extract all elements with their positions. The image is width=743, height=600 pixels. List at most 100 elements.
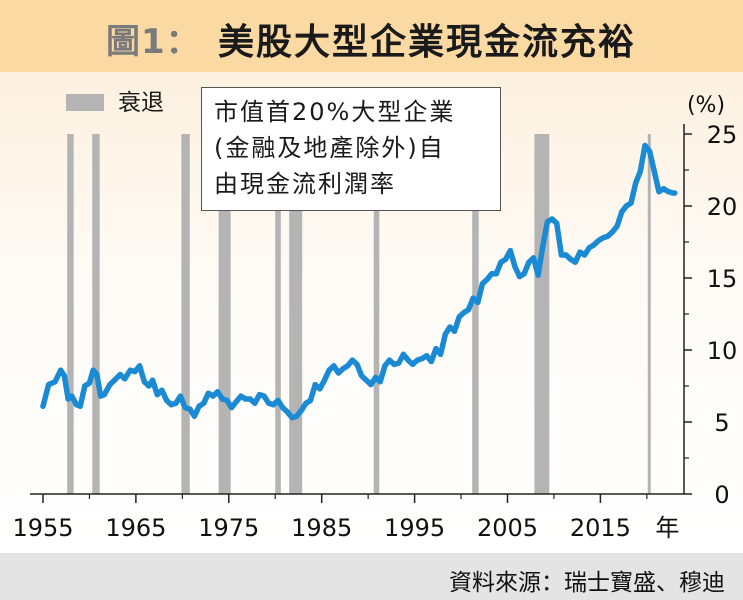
x-tick-label: 1985	[291, 514, 352, 542]
data-point	[498, 259, 504, 265]
data-point	[405, 357, 411, 363]
data-point	[637, 168, 643, 175]
data-point	[154, 392, 160, 398]
data-point	[400, 351, 407, 357]
data-point	[252, 400, 258, 406]
data-point	[377, 379, 383, 385]
data-point	[438, 351, 444, 357]
data-point	[312, 381, 318, 388]
data-point	[86, 380, 93, 386]
recession-band	[92, 134, 100, 494]
data-point	[256, 392, 263, 398]
data-point	[554, 220, 560, 226]
data-point	[544, 219, 551, 225]
data-point	[507, 248, 513, 254]
data-point	[284, 409, 290, 415]
data-point	[280, 405, 286, 411]
data-point	[117, 371, 123, 378]
x-tick-label: 1975	[198, 514, 259, 542]
data-point	[368, 381, 374, 388]
data-point	[289, 415, 295, 421]
data-point	[372, 374, 379, 380]
data-point	[163, 397, 170, 403]
data-point	[503, 256, 509, 262]
data-point	[428, 358, 434, 365]
legend-recession-swatch	[66, 94, 104, 111]
data-point	[647, 148, 653, 154]
data-point	[82, 383, 88, 389]
y-tick-label: 10	[707, 337, 738, 365]
data-point	[52, 379, 58, 385]
data-point	[419, 356, 425, 362]
data-point	[461, 309, 467, 316]
data-point	[224, 397, 230, 403]
data-point	[479, 281, 486, 287]
data-point	[489, 271, 495, 277]
data-point	[111, 377, 118, 383]
data-point	[294, 413, 300, 419]
data-point	[516, 273, 523, 280]
annotation-line-2: (金融及地產除外)自	[214, 134, 445, 162]
annotation-line-3: 由現金流利潤率	[214, 170, 396, 198]
recession-band	[647, 134, 651, 494]
data-point	[549, 216, 555, 222]
data-point	[600, 235, 606, 241]
data-point	[656, 189, 662, 195]
data-point	[177, 393, 184, 399]
data-point	[391, 361, 397, 367]
data-point	[633, 180, 639, 186]
data-point	[127, 367, 133, 373]
data-point	[45, 381, 52, 388]
y-tick-label: 25	[707, 121, 738, 149]
data-point	[424, 353, 430, 359]
data-point	[651, 168, 657, 175]
recession-band	[289, 134, 303, 494]
recession-band	[181, 134, 190, 494]
data-point	[563, 252, 569, 258]
figure-number: 圖1：	[106, 22, 201, 62]
data-point	[345, 363, 351, 369]
data-point	[228, 405, 235, 411]
chart-title: 美股大型企業現金流充裕	[218, 22, 637, 63]
data-point	[521, 271, 527, 277]
data-point	[568, 256, 574, 262]
data-point	[191, 413, 198, 419]
data-point	[61, 373, 67, 379]
data-point	[475, 299, 481, 306]
data-point	[484, 276, 490, 283]
data-point	[591, 242, 597, 248]
data-point	[535, 272, 541, 278]
data-point	[595, 237, 602, 244]
data-point	[470, 295, 476, 301]
data-point	[298, 407, 304, 414]
data-point	[605, 233, 611, 239]
data-point	[321, 377, 328, 383]
data-point	[173, 400, 179, 406]
data-point	[101, 392, 107, 398]
data-point	[65, 396, 71, 402]
data-point	[210, 393, 216, 399]
data-point	[215, 389, 221, 395]
x-tick-label: 2015	[570, 514, 631, 542]
data-point	[465, 307, 472, 313]
y-tick-label: 5	[714, 409, 729, 437]
title-bar: 圖1： 美股大型企業現金流充裕	[0, 0, 743, 72]
data-point	[340, 366, 346, 372]
data-point	[335, 370, 342, 376]
data-point	[303, 400, 309, 406]
y-tick-label: 15	[707, 265, 738, 293]
data-point	[122, 376, 128, 382]
data-point	[577, 249, 583, 255]
x-tick-label: 1995	[384, 514, 445, 542]
data-point	[363, 377, 369, 383]
recession-band	[67, 134, 74, 494]
legend-recession-label: 衰退	[118, 90, 164, 116]
data-point	[456, 314, 462, 320]
data-point	[94, 371, 100, 378]
data-point	[433, 345, 439, 352]
data-point	[77, 403, 83, 409]
data-point	[386, 357, 393, 363]
recession-band	[472, 134, 479, 494]
